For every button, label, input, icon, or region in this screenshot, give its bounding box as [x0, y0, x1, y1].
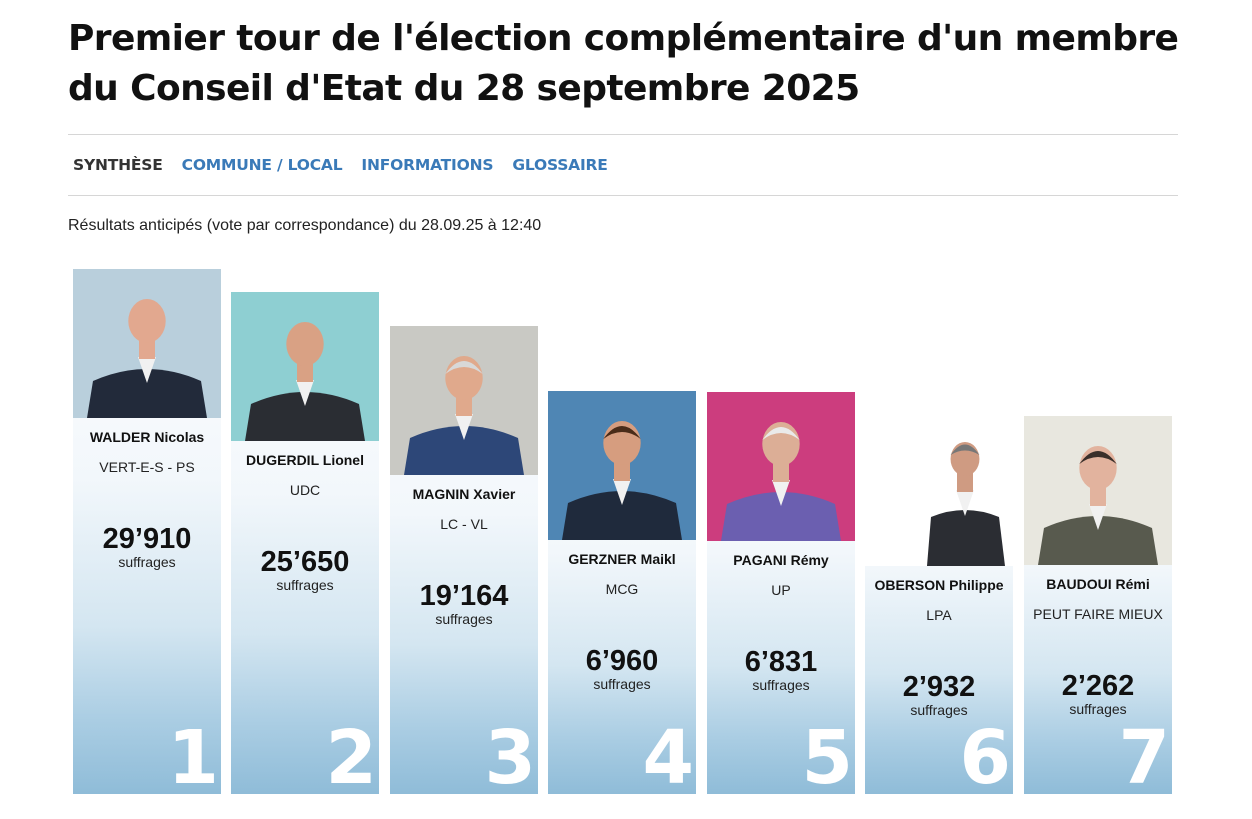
- tab-informations[interactable]: INFORMATIONS: [361, 156, 494, 174]
- candidate-card[interactable]: BAUDOUI Rémi PEUT FAIRE MIEUX 2’262 suffrag…: [1024, 416, 1172, 801]
- candidate-photo: [390, 326, 538, 475]
- candidate-name: BAUDOUI Rémi: [1046, 576, 1150, 592]
- candidate-photo: [231, 292, 379, 441]
- vote-count: 6’831: [744, 646, 818, 678]
- results-subtitle: Résultats anticipés (vote par correspond…: [68, 217, 542, 234]
- candidate-party: VERT-E-S - PS: [99, 459, 195, 475]
- candidate-name: OBERSON Philippe: [874, 577, 1004, 593]
- candidate-party: UP: [771, 582, 791, 598]
- tab-synthese[interactable]: SYNTHÈSE: [73, 156, 163, 174]
- candidate-party: LPA: [926, 607, 952, 623]
- vote-count: 2’262: [1061, 670, 1135, 702]
- candidate-party: MCG: [605, 581, 639, 597]
- vote-unit: suffrages: [276, 577, 334, 593]
- candidate-card[interactable]: WALDER Nicolas VERT-E-S - PS 29’910 suffrag…: [73, 269, 221, 801]
- vote-unit: suffrages: [435, 611, 493, 627]
- candidate-name: GERZNER Maikl: [568, 551, 676, 567]
- vote-count: 19’164: [419, 580, 509, 612]
- candidate-card[interactable]: OBERSON Philippe LPA 2’932 suffrages 6: [865, 417, 1013, 801]
- rank-number: 1: [167, 715, 220, 801]
- vote-unit: suffrages: [593, 676, 651, 692]
- candidate-photo: [865, 417, 1013, 566]
- vote-unit: suffrages: [1069, 701, 1127, 717]
- rank-number: 7: [1118, 715, 1171, 801]
- vote-unit: suffrages: [118, 554, 176, 570]
- candidate-party: LC - VL: [440, 516, 488, 532]
- candidate-name: DUGERDIL Lionel: [246, 452, 364, 468]
- candidate-card[interactable]: DUGERDIL Lionel UDC 25’650 suffrages 2: [231, 292, 379, 801]
- vote-count: 25’650: [260, 546, 350, 578]
- rank-number: 2: [325, 715, 378, 801]
- candidate-photo: [1024, 416, 1172, 565]
- tab-glossaire[interactable]: GLOSSAIRE: [512, 156, 608, 174]
- divider: [68, 134, 1178, 135]
- vote-count: 6’960: [585, 645, 659, 677]
- divider: [68, 195, 1178, 196]
- rank-number: 6: [959, 715, 1012, 801]
- vote-unit: suffrages: [752, 677, 810, 693]
- page-title: Premier tour de l'élection complémentair…: [68, 18, 1179, 109]
- candidate-photo: [707, 392, 855, 541]
- rank-number: 4: [642, 715, 695, 801]
- candidate-party: UDC: [289, 482, 321, 498]
- candidate-card[interactable]: PAGANI Rémy UP 6’831 suffrages 5: [707, 392, 855, 801]
- vote-count: 29’910: [102, 523, 192, 555]
- rank-number: 3: [484, 715, 537, 801]
- candidate-party: PEUT FAIRE MIEUX: [1033, 606, 1163, 622]
- candidate-name: WALDER Nicolas: [89, 429, 205, 445]
- vote-unit: suffrages: [910, 702, 968, 718]
- candidate-card[interactable]: MAGNIN Xavier LC - VL 19’164 suffrages 3: [390, 326, 538, 801]
- candidate-name: PAGANI Rémy: [733, 552, 829, 568]
- vote-count: 2’932: [902, 671, 976, 703]
- tab-bar: SYNTHÈSE COMMUNE / LOCAL INFORMATIONS GL…: [73, 156, 608, 174]
- candidate-name: MAGNIN Xavier: [412, 486, 516, 502]
- tab-commune-local[interactable]: COMMUNE / LOCAL: [181, 156, 343, 174]
- rank-number: 5: [801, 715, 854, 801]
- candidate-photo: [548, 391, 696, 540]
- candidate-photo: [73, 269, 221, 418]
- candidate-card[interactable]: GERZNER Maikl MCG 6’960 suffrages 4: [548, 391, 696, 801]
